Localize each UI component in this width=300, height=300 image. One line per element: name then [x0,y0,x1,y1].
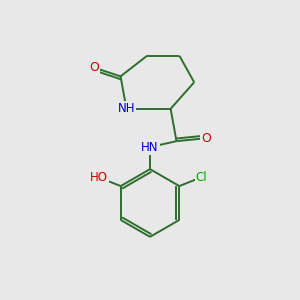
Text: O: O [201,132,211,145]
Text: HN: HN [141,141,159,154]
Text: O: O [89,61,99,74]
Text: Cl: Cl [196,171,207,184]
Text: NH: NH [118,102,135,115]
Text: HO: HO [90,171,108,184]
